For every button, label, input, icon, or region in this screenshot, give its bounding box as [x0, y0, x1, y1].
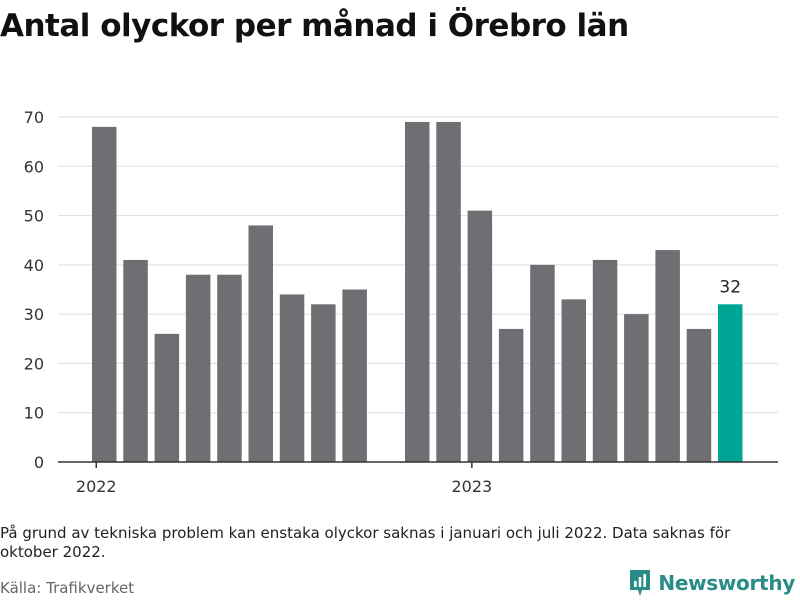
bar-highlight	[718, 304, 743, 462]
bar	[467, 210, 493, 462]
bar	[592, 259, 618, 462]
y-tick-label: 50	[24, 207, 44, 226]
bar	[686, 328, 712, 462]
x-tick-label: 2023	[451, 477, 492, 496]
bar	[92, 126, 117, 462]
y-tick-label: 0	[34, 453, 44, 472]
y-tick-label: 20	[24, 354, 44, 373]
bar	[279, 294, 305, 462]
newsworthy-logo-icon	[630, 570, 651, 596]
bar	[154, 333, 180, 462]
bar-chart: 0 10 20 30 40 50 60 70 32 2022 2023	[24, 108, 778, 496]
chart-note: På grund av tekniska problem kan enstaka…	[0, 524, 731, 561]
bar	[342, 289, 367, 462]
bar	[530, 264, 555, 462]
x-tick-label: 2022	[76, 477, 117, 496]
y-tick-label: 60	[24, 157, 44, 176]
bar	[123, 259, 148, 462]
bar	[436, 121, 461, 462]
bar	[498, 328, 524, 462]
bar	[624, 314, 649, 462]
data-label: 32	[719, 277, 741, 297]
bar	[311, 304, 336, 462]
bar	[405, 121, 430, 462]
y-axis: 0 10 20 30 40 50 60 70	[24, 108, 44, 472]
y-tick-label: 30	[24, 305, 44, 324]
bar	[655, 250, 680, 462]
data-labels: 32	[719, 277, 741, 297]
chart-title: Antal olyckor per månad i Örebro län	[0, 8, 629, 44]
brand-name: Newsworthy	[658, 571, 795, 595]
brand-logo: Newsworthy	[628, 568, 795, 598]
source-text: Källa: Trafikverket	[0, 579, 135, 597]
bar	[185, 274, 211, 462]
bar	[248, 225, 273, 462]
bars	[92, 121, 743, 462]
bar	[561, 299, 586, 462]
y-tick-label: 70	[24, 108, 44, 127]
y-tick-label: 40	[24, 256, 44, 275]
y-tick-label: 10	[24, 404, 44, 423]
x-axis: 2022 2023	[58, 461, 778, 496]
bar	[217, 274, 242, 462]
